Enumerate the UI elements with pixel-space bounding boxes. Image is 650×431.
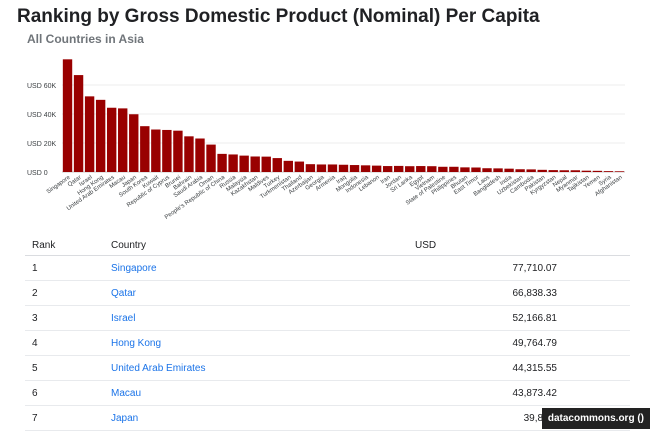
bar <box>504 168 514 172</box>
bar <box>603 171 614 172</box>
bar <box>305 164 316 172</box>
bar <box>493 168 503 172</box>
bar <box>382 166 393 172</box>
bar <box>537 169 547 172</box>
bar <box>570 170 581 172</box>
bar <box>261 156 271 172</box>
bar <box>272 158 282 172</box>
source-badge[interactable]: datacommons.org () <box>541 408 650 429</box>
value-cell: 52,166.81 <box>408 305 630 331</box>
chart-subtitle: All Countries in Asia <box>27 32 144 46</box>
bar <box>84 96 95 172</box>
bar <box>206 144 216 172</box>
usd-column-header: USD <box>408 235 630 256</box>
country-link[interactable]: Singapore <box>111 262 157 274</box>
bar <box>316 164 327 172</box>
bar <box>526 169 536 172</box>
value-cell: 77,710.07 <box>408 255 630 281</box>
table-header-row: Rank Country USD <box>25 235 630 256</box>
table-row: 5 United Arab Emirates 44,315.55 <box>25 355 630 381</box>
table-row: 3 Israel 52,166.81 <box>25 305 630 331</box>
chart-title: Ranking by Gross Domestic Product (Nomin… <box>17 6 540 27</box>
y-tick-label: USD 60K <box>27 83 57 90</box>
x-tick-label: Iran <box>380 175 392 186</box>
rank-cell: 1 <box>25 255 104 281</box>
bar <box>416 166 426 172</box>
bar <box>360 165 371 172</box>
bar <box>614 171 625 172</box>
country-link[interactable]: Hong Kong <box>111 337 162 349</box>
bar <box>338 164 349 172</box>
table-row: 1 Singapore 77,710.07 <box>25 255 630 281</box>
bar <box>95 99 106 172</box>
bar <box>548 170 558 172</box>
bar <box>460 167 470 172</box>
bar <box>228 154 238 172</box>
bar <box>515 169 525 172</box>
bar <box>581 170 592 172</box>
bar <box>283 160 293 172</box>
country-link[interactable]: Israel <box>111 312 136 324</box>
table-row: 7 Japan 39,827. <box>25 405 630 431</box>
bar <box>195 138 205 172</box>
country-link[interactable]: United Arab Emirates <box>111 362 206 374</box>
bar <box>371 165 382 172</box>
table-row: 4 Hong Kong 49,764.79 <box>25 330 630 356</box>
bar <box>62 59 73 172</box>
ranking-table: Rank Country USD 1 Singapore 77,710.07 2… <box>25 235 630 431</box>
bar <box>427 166 437 172</box>
value-cell: 44,315.55 <box>408 355 630 381</box>
bar <box>217 153 227 172</box>
bar <box>184 136 194 172</box>
bar <box>73 75 84 172</box>
rank-column-header: Rank <box>25 235 104 256</box>
bar <box>118 108 128 172</box>
table-row: 2 Qatar 66,838.33 <box>25 280 630 306</box>
bar <box>140 126 150 172</box>
rank-cell: 5 <box>25 355 104 381</box>
bar <box>405 166 415 172</box>
rank-cell: 7 <box>25 405 104 431</box>
value-cell: 43,873.42 <box>408 380 630 406</box>
rank-cell: 2 <box>25 280 104 306</box>
bar <box>592 170 603 172</box>
rank-cell: 4 <box>25 330 104 356</box>
bar <box>327 164 338 172</box>
bar <box>162 129 172 172</box>
bar <box>394 165 404 172</box>
bar <box>471 167 481 172</box>
country-link[interactable]: Japan <box>111 412 139 424</box>
bar <box>239 155 249 172</box>
y-tick-label: USD 40K <box>27 112 57 119</box>
rank-cell: 6 <box>25 380 104 406</box>
y-tick-label: USD 0 <box>27 170 48 177</box>
x-tick-label: Iraq <box>336 175 348 186</box>
country-link[interactable]: Macau <box>111 387 142 399</box>
bar <box>294 161 305 172</box>
bar <box>151 129 161 172</box>
bar <box>559 170 569 172</box>
y-tick-label: USD 20K <box>27 141 57 148</box>
bar <box>173 130 183 172</box>
bar <box>449 166 459 172</box>
bar <box>482 168 492 172</box>
country-link[interactable]: Qatar <box>111 287 137 299</box>
bar <box>349 165 360 172</box>
bar <box>106 107 117 172</box>
bar <box>250 156 260 172</box>
bar <box>438 166 448 172</box>
table-row: 6 Macau 43,873.42 <box>25 380 630 406</box>
value-cell: 49,764.79 <box>408 330 630 356</box>
rank-cell: 3 <box>25 305 104 331</box>
value-cell: 66,838.33 <box>408 280 630 306</box>
bar <box>129 114 139 172</box>
country-column-header: Country <box>104 235 408 256</box>
